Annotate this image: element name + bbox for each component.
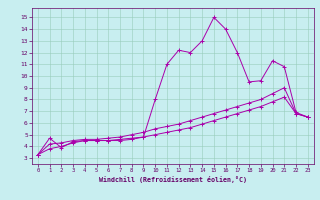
- X-axis label: Windchill (Refroidissement éolien,°C): Windchill (Refroidissement éolien,°C): [99, 176, 247, 183]
